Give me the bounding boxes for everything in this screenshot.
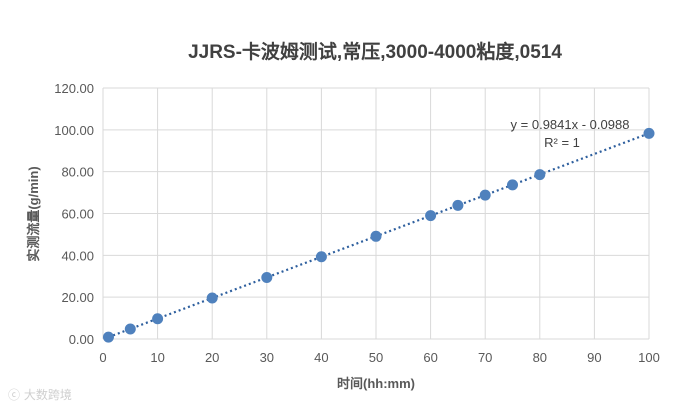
y-tick-label: 100.00	[54, 123, 94, 138]
x-tick-label: 70	[478, 350, 492, 365]
x-tick-label: 30	[260, 350, 274, 365]
trendline-equation: y = 0.9841x - 0.0988	[511, 117, 630, 132]
y-tick-label: 20.00	[61, 290, 94, 305]
trendline	[108, 132, 650, 339]
data-point	[370, 230, 382, 242]
data-point	[124, 323, 136, 335]
y-tick-label: 120.00	[54, 81, 94, 96]
y-axis-ticks: 0.00 20.00 40.00 60.00 80.00 100.00 120.00	[54, 81, 94, 347]
x-tick-label: 10	[150, 350, 164, 365]
x-tick-label: 20	[205, 350, 219, 365]
y-tick-label: 40.00	[61, 248, 94, 263]
data-point	[152, 313, 164, 325]
horizontal-gridlines	[103, 87, 649, 340]
trendline-r2: R² = 1	[544, 135, 580, 150]
data-point	[206, 292, 218, 304]
x-tick-label: 40	[314, 350, 328, 365]
data-point	[479, 189, 491, 201]
data-point	[261, 272, 273, 284]
y-tick-label: 60.00	[61, 207, 94, 222]
data-point	[315, 251, 327, 263]
y-tick-label: 0.00	[69, 332, 94, 347]
data-point	[507, 179, 518, 191]
data-point	[534, 169, 546, 181]
x-tick-label: 90	[587, 350, 601, 365]
data-points	[102, 127, 655, 343]
y-tick-label: 80.00	[61, 165, 94, 180]
x-axis-ticks: 0 10 20 30 40 50 60 70 80 90 100	[99, 350, 659, 365]
x-tick-label: 50	[369, 350, 383, 365]
y-axis-label: 实测流量(g/min)	[26, 166, 41, 261]
x-tick-label: 60	[423, 350, 437, 365]
x-tick-label: 80	[533, 350, 547, 365]
data-point	[643, 127, 655, 139]
chart-title: JJRS-卡波姆测试,常压,3000-4000粘度,0514	[188, 40, 562, 63]
data-point	[425, 210, 437, 222]
data-point	[102, 331, 114, 343]
data-point	[452, 199, 464, 211]
watermark-logo: ⓒ 大数跨境	[8, 388, 72, 402]
x-tick-label: 0	[99, 350, 106, 365]
x-axis-label: 时间(hh:mm)	[337, 376, 415, 391]
x-tick-label: 100	[638, 350, 660, 365]
